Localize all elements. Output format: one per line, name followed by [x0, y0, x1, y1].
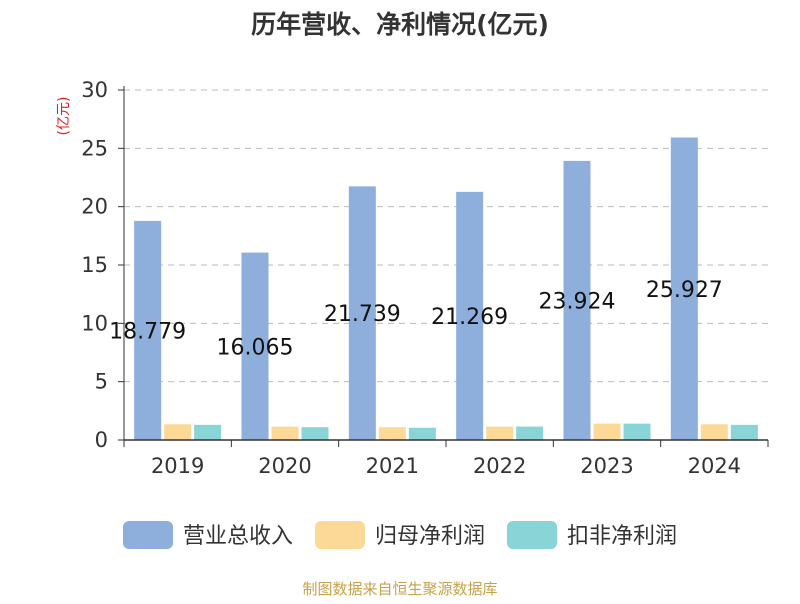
grid-lines: [124, 89, 768, 383]
bar: [301, 427, 329, 440]
bar: [271, 426, 299, 440]
legend-swatch: [507, 521, 557, 549]
x-tick-label: 2019: [151, 454, 204, 478]
x-tick-label: 2022: [473, 454, 526, 478]
legend-swatch: [123, 521, 173, 549]
x-tick-label: 2023: [580, 454, 633, 478]
y-tick-label: 15: [81, 253, 108, 277]
y-tick-label: 10: [81, 311, 108, 335]
data-label: 16.065: [217, 335, 294, 360]
bar: [194, 424, 222, 440]
y-tick-label: 25: [81, 136, 108, 160]
x-tick-label: 2020: [258, 454, 311, 478]
bar: [456, 191, 484, 440]
bar: [241, 252, 269, 440]
data-label: 18.779: [109, 319, 186, 344]
bar: [700, 424, 728, 440]
y-tick-label: 20: [81, 195, 108, 219]
legend-label: 归母净利润: [375, 524, 485, 549]
legend-label: 扣非净利润: [567, 524, 677, 549]
data-label: 21.739: [324, 302, 401, 327]
y-axis-label: (亿元): [56, 97, 72, 136]
legend-label: 营业总收入: [183, 524, 293, 549]
bar: [623, 423, 651, 440]
data-label: 23.924: [539, 289, 616, 314]
bar: [593, 423, 621, 440]
chart-title: 历年营收、净利情况(亿元): [251, 10, 549, 39]
legend: 营业总收入 归母净利润 扣非净利润: [123, 521, 677, 549]
bar: [164, 424, 192, 440]
legend-swatch: [315, 521, 365, 549]
data-label: 25.927: [646, 278, 723, 303]
y-tick-label: 5: [95, 370, 108, 394]
bars: [134, 137, 758, 441]
bar: [516, 426, 544, 440]
y-tick-label: 0: [95, 428, 108, 452]
bar: [670, 137, 698, 441]
source-note: 制图数据来自恒生聚源数据库: [302, 580, 497, 598]
bar: [348, 186, 376, 440]
bar: [730, 424, 758, 440]
bar: [408, 427, 436, 440]
bar: [378, 427, 406, 440]
bar: [134, 220, 162, 440]
data-labels: 18.779 16.065 21.739 21.269 23.924 25.927: [109, 278, 723, 361]
y-tick-label: 30: [81, 78, 108, 102]
bar: [563, 160, 591, 441]
axes: 0 5 10 15 20 25 30 2019 2020 2021 2022 2023 2024: [81, 78, 769, 478]
x-tick-label: 2021: [366, 454, 419, 478]
x-tick-label: 2024: [688, 454, 741, 478]
data-label: 21.269: [431, 305, 508, 330]
bar: [486, 426, 514, 440]
